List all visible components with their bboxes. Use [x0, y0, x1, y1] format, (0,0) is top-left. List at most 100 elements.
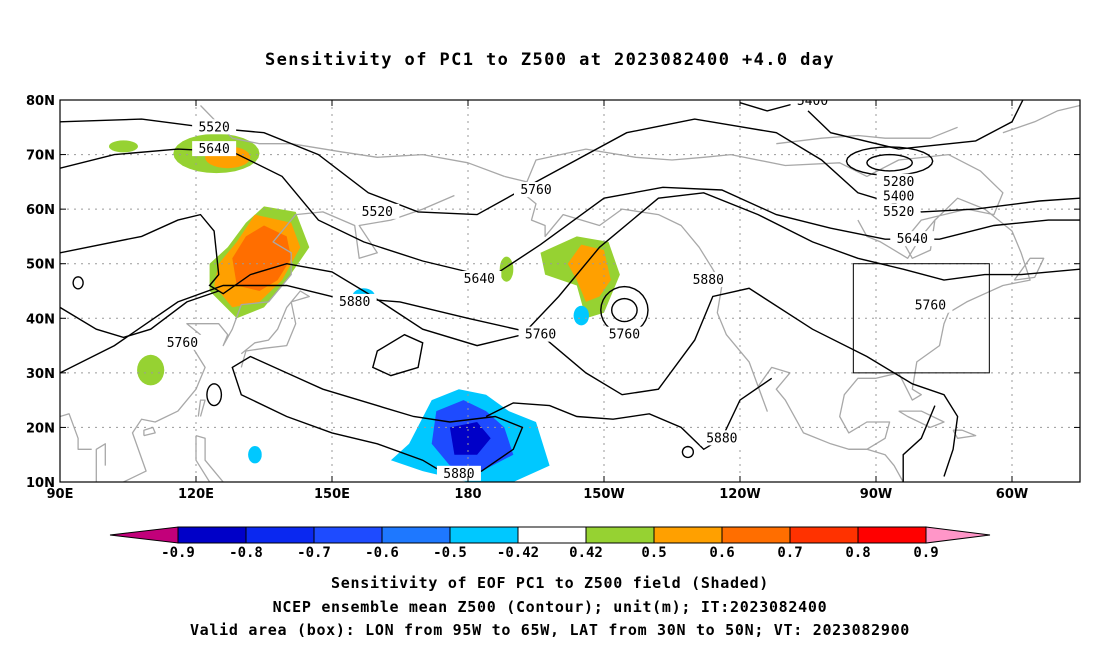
- lat-label: 50N: [26, 258, 55, 273]
- contour-label-bg: [699, 430, 744, 446]
- contour-5400-north: [739, 100, 816, 112]
- contour-label-bg: [876, 173, 921, 189]
- shade-goa-neg: [573, 305, 589, 326]
- contour-5880-east: [902, 405, 936, 482]
- colorbar-box: [857, 526, 927, 544]
- colorbar-label: -0.6: [365, 545, 399, 561]
- contour-5880-wpac: [206, 383, 223, 407]
- caption-contour: NCEP ensemble mean Z500 (Contour); unit(…: [272, 598, 828, 616]
- contour-label: 5880: [693, 273, 724, 288]
- contour-label-bg: [686, 272, 731, 288]
- colorbar-box: [789, 526, 859, 544]
- contour-label: 5760: [520, 183, 551, 198]
- contour-label: 5640: [897, 232, 928, 247]
- contour-label: 5880: [443, 467, 474, 482]
- shade-siberia-0: [109, 140, 138, 153]
- contour-5880: [60, 284, 959, 477]
- lat-label: 30N: [26, 367, 55, 382]
- contour-label-bg: [457, 270, 502, 286]
- contour-label: 5280: [883, 175, 914, 190]
- contour-5400-loop: [807, 100, 1024, 150]
- colorbar: -0.9 -0.8 -0.7 -0.6 -0.5 -0.42 0.42 0.5 0.6 0.7 0.…: [109, 526, 991, 561]
- contour-label: 5400: [797, 94, 828, 109]
- coast-indochina: [95, 443, 106, 482]
- contour-label: 5520: [883, 205, 914, 220]
- contour-label: 5640: [464, 272, 495, 287]
- lat-label: 10N: [26, 476, 55, 491]
- colorbar-box: [585, 526, 655, 544]
- contour-5760-big: [60, 192, 1080, 347]
- coast-philippines: [195, 434, 224, 482]
- lon-label: 90E: [47, 487, 74, 502]
- contour-5880-cell: [681, 445, 695, 459]
- colorbar-label: -0.7: [297, 545, 331, 561]
- contour-label-bg: [518, 326, 563, 342]
- contour-label-bg: [436, 465, 481, 481]
- contour-label: 5520: [198, 120, 229, 135]
- contour-label-bg: [876, 203, 921, 219]
- contour-5160-low: [866, 153, 914, 172]
- coast-cuba: [898, 410, 945, 429]
- contour-label-bg: [514, 182, 558, 198]
- valid-area-box: [852, 263, 990, 374]
- map-frame: [59, 99, 1081, 483]
- colorbar-label: -0.42: [497, 545, 539, 561]
- contour-label-bg: [790, 100, 835, 109]
- contour-label: 5880: [339, 295, 370, 310]
- coast-india: [60, 413, 92, 450]
- lon-label: 90W: [860, 487, 892, 502]
- contour-label: 5400: [883, 190, 914, 205]
- colorbar-arrow-high: [925, 526, 991, 544]
- lat-label: 60N: [26, 203, 55, 218]
- lon-label: 150E: [314, 487, 350, 502]
- coast-taiwan: [197, 399, 206, 417]
- contour-label-bg: [192, 141, 237, 157]
- lat-label: 40N: [26, 312, 55, 327]
- contour-5880-mex: [485, 377, 773, 451]
- contour-label-bg: [602, 326, 647, 342]
- colorbar-label: -0.9: [161, 545, 195, 561]
- contour-label: 5640: [198, 142, 229, 157]
- contour-label-bg: [332, 293, 377, 309]
- contour-label-bg: [355, 203, 400, 219]
- colorbar-label: 0.6: [709, 545, 734, 561]
- lon-label: 120W: [719, 487, 760, 502]
- colorbar-label: -0.8: [229, 545, 263, 561]
- lat-label: 80N: [26, 94, 55, 109]
- shade-dateline-2: [449, 422, 491, 455]
- contour-5520: [60, 118, 1080, 216]
- coast-central-am: [848, 448, 904, 482]
- colorbar-box: [313, 526, 383, 544]
- lon-label: 150W: [583, 487, 624, 502]
- contour-5760-inner: [610, 297, 638, 323]
- colorbar-box: [517, 526, 587, 544]
- coast-alaska: [504, 148, 1031, 450]
- colorbar-label: 0.5: [641, 545, 666, 561]
- lon-label: 60W: [996, 487, 1028, 502]
- colorbar-box: [177, 526, 247, 544]
- contour-5880-ring2: [72, 276, 84, 290]
- coast-newfoundland: [1013, 257, 1045, 281]
- caption-valid-area: Valid area (box): LON from 95W to 65W, L…: [189, 621, 911, 639]
- contour-label: 5760: [525, 328, 556, 343]
- contour-label-bg: [192, 119, 237, 135]
- colorbar-label: -0.5: [433, 545, 467, 561]
- colorbar-label: 0.42: [569, 545, 603, 561]
- colorbar-label: 0.7: [777, 545, 802, 561]
- colorbar-label: 0.9: [913, 545, 938, 561]
- shade-west-pac: [248, 446, 262, 464]
- contour-5760-west: [60, 290, 219, 339]
- coast-asia-pacific: [123, 194, 455, 482]
- shade-japan-2: [232, 225, 292, 291]
- coast-arctic-is: [776, 126, 958, 145]
- contour-label-bg: [908, 297, 953, 313]
- colorbar-box: [245, 526, 315, 544]
- contour-labels: 5400552056405280540055205760552056405880…: [160, 94, 953, 482]
- lon-label: 180: [454, 487, 481, 502]
- caption-shading: Sensitivity of EOF PC1 to Z500 field (Sh…: [331, 574, 769, 592]
- colorbar-arrow-low: [109, 526, 179, 544]
- coast-japan: [240, 290, 310, 368]
- shade-goa-1: [567, 244, 611, 302]
- colorbar-box: [653, 526, 723, 544]
- colorbar-box: [449, 526, 519, 544]
